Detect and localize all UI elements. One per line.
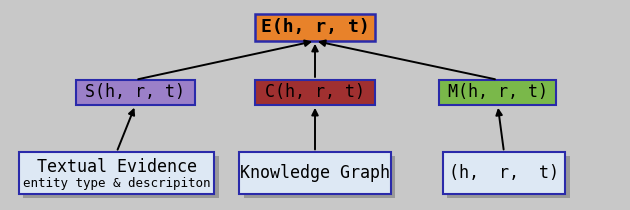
FancyBboxPatch shape [255,80,375,105]
Text: C(h, r, t): C(h, r, t) [265,83,365,101]
FancyBboxPatch shape [255,14,375,41]
FancyBboxPatch shape [440,80,556,105]
FancyBboxPatch shape [244,156,395,198]
Text: E(h, r, t): E(h, r, t) [261,18,369,36]
Text: (h,  r,  t): (h, r, t) [449,164,559,182]
FancyBboxPatch shape [23,156,219,198]
FancyBboxPatch shape [19,152,214,194]
Text: Knowledge Graph: Knowledge Graph [240,164,390,182]
Text: entity type & descripiton: entity type & descripiton [23,177,210,190]
Text: M(h, r, t): M(h, r, t) [448,83,547,101]
FancyBboxPatch shape [239,152,391,194]
FancyBboxPatch shape [76,80,195,105]
FancyBboxPatch shape [442,152,566,194]
Text: S(h, r, t): S(h, r, t) [86,83,185,101]
Text: Textual Evidence: Textual Evidence [37,158,197,176]
FancyBboxPatch shape [447,156,570,198]
